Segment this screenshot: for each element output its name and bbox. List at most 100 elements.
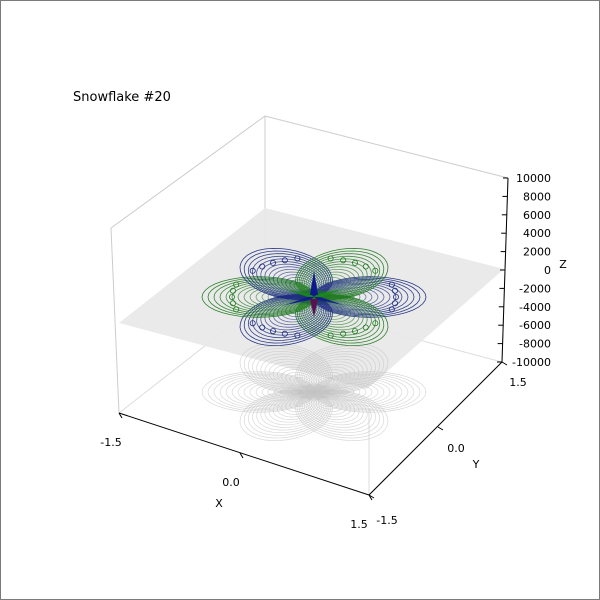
center-wedge <box>284 297 314 306</box>
shadow-contour <box>295 343 389 395</box>
edge-bead <box>281 330 288 337</box>
snowflake-surface <box>201 247 427 347</box>
z-axis-label: Z <box>559 258 567 271</box>
shadow-contour <box>310 366 352 390</box>
edge-bead <box>391 300 398 307</box>
chart-title: Snowflake #20 <box>73 90 171 105</box>
center-wedge <box>284 288 314 297</box>
y-axis-label: Y <box>472 458 480 471</box>
y-axis: -1.5 0.0 1.5 Y <box>368 361 527 527</box>
z-tick-label: 2000 <box>523 246 551 259</box>
z-tick-label: -10000 <box>512 356 551 369</box>
edge-bead <box>388 306 395 313</box>
x-tick-mark <box>118 412 123 419</box>
shadow-contour <box>312 369 347 389</box>
edge-bead <box>259 324 266 331</box>
edge-bead <box>391 287 398 294</box>
center-wedge <box>314 288 344 297</box>
shadow-contour <box>316 374 339 388</box>
z-tick-label: 10000 <box>516 172 551 185</box>
contour-line <box>314 276 343 293</box>
z-tick-label: 8000 <box>523 190 551 203</box>
y-tick-mark <box>501 361 508 366</box>
y-tick-label: 1.5 <box>509 376 527 389</box>
edge-bead <box>233 281 240 288</box>
edge-bead <box>294 255 301 262</box>
edge-bead <box>340 257 347 264</box>
shadow-projection <box>201 343 427 441</box>
edge-bead <box>327 332 334 339</box>
edge-bead <box>372 320 379 327</box>
edge-bead <box>229 287 236 294</box>
center-spike <box>310 271 318 295</box>
back-pane-edge <box>110 227 120 414</box>
shadow-contour <box>309 364 356 390</box>
contour-line <box>310 271 352 295</box>
x-axis: -1.5 0.0 1.5 X <box>100 412 373 531</box>
edge-bead <box>351 328 358 335</box>
shadow-contour <box>276 366 318 390</box>
edge-bead <box>249 267 256 274</box>
contour-line <box>252 296 328 339</box>
edge-bead <box>392 293 399 300</box>
y-tick-mark <box>437 426 444 431</box>
shadow-contour <box>305 358 364 391</box>
z-tick-label: -8000 <box>519 338 551 351</box>
shadow-contour <box>317 377 335 387</box>
shadow-contour <box>307 361 360 391</box>
z-tick-label: 0 <box>544 264 551 277</box>
x-tick-label: 1.5 <box>350 518 368 531</box>
y-tick-mark <box>368 494 375 499</box>
edge-bead <box>340 330 347 337</box>
shadow-contour <box>252 391 328 434</box>
edge-bead <box>281 257 288 264</box>
contour-line <box>312 274 347 294</box>
z-tick-label: 6000 <box>523 209 551 222</box>
shadow-contour <box>310 394 352 418</box>
y-tick-label: -1.5 <box>376 514 397 527</box>
edge-bead <box>229 300 236 307</box>
z-tick-label: -6000 <box>519 319 551 332</box>
center-spike <box>310 299 318 317</box>
shadow-contour <box>304 356 368 392</box>
contour-line <box>300 255 376 298</box>
x-tick-label: 0.0 <box>222 476 240 489</box>
x-tick-mark <box>239 452 244 459</box>
contour-line <box>316 279 339 293</box>
edge-bead <box>327 255 334 262</box>
contour-line <box>298 253 381 299</box>
z-axis: Z -10000 -8000 -6000 -4000 -2000 0 2000 4000 600… <box>497 172 567 369</box>
shadow-contour <box>298 348 381 394</box>
edge-bead <box>249 320 256 327</box>
x-axis-line <box>118 412 370 496</box>
contour-line <box>309 269 356 295</box>
shadow-contour <box>314 371 343 388</box>
center-wedge <box>314 297 344 306</box>
shadow-contour <box>276 394 318 418</box>
edge-bead <box>362 324 369 331</box>
edge-bead <box>372 267 379 274</box>
shadow-contour <box>300 350 376 393</box>
edge-bead <box>388 281 395 288</box>
z-tick-label: -2000 <box>519 282 551 295</box>
edge-bead <box>228 293 235 300</box>
edge-bead <box>269 259 276 266</box>
edge-bead <box>269 328 276 335</box>
edge-bead <box>233 306 240 313</box>
edge-bead <box>362 263 369 270</box>
x-axis-label: X <box>215 497 223 510</box>
shadow-contour <box>302 353 372 393</box>
contour-line <box>302 258 372 298</box>
x-tick-label: -1.5 <box>100 436 121 449</box>
edge-bead <box>351 259 358 266</box>
edge-bead <box>259 263 266 270</box>
contour-line <box>317 282 335 292</box>
y-tick-label: 0.0 <box>447 442 465 455</box>
back-pane-edge <box>110 115 509 229</box>
y-axis-line <box>368 361 503 496</box>
z-tick-label: 4000 <box>523 227 551 240</box>
edge-bead <box>294 332 301 339</box>
z-tick-label: -4000 <box>519 301 551 314</box>
